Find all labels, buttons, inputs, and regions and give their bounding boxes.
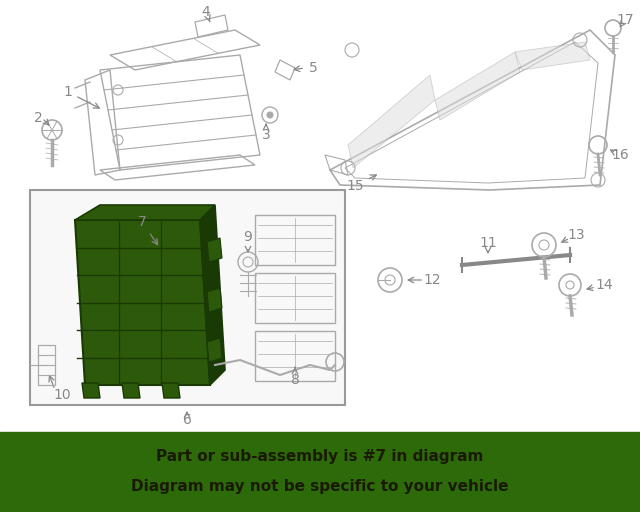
Circle shape — [267, 112, 273, 118]
Text: 6: 6 — [182, 413, 191, 427]
Text: 5: 5 — [308, 61, 317, 75]
Text: Diagram may not be specific to your vehicle: Diagram may not be specific to your vehi… — [131, 480, 509, 495]
Bar — [30, 190, 345, 405]
Text: 9: 9 — [244, 230, 252, 252]
Polygon shape — [515, 42, 590, 70]
Polygon shape — [348, 75, 435, 168]
Polygon shape — [200, 205, 225, 385]
Text: 4: 4 — [202, 5, 211, 22]
Polygon shape — [75, 205, 215, 220]
Bar — [255, 273, 335, 323]
Text: 13: 13 — [567, 228, 585, 242]
Text: 7: 7 — [138, 215, 157, 245]
Bar — [255, 331, 335, 381]
Polygon shape — [207, 338, 222, 362]
Polygon shape — [435, 52, 520, 120]
Text: 8: 8 — [291, 368, 300, 387]
Text: 12: 12 — [423, 273, 441, 287]
Text: 14: 14 — [595, 278, 613, 292]
Polygon shape — [207, 288, 222, 312]
Text: 17: 17 — [616, 13, 634, 27]
Text: 15: 15 — [346, 175, 376, 193]
Text: 1: 1 — [63, 85, 99, 108]
Polygon shape — [162, 383, 180, 398]
Text: 11: 11 — [479, 236, 497, 250]
Polygon shape — [75, 220, 210, 385]
Bar — [0, 432, 640, 512]
Polygon shape — [207, 238, 222, 262]
Bar — [255, 215, 335, 265]
Text: 16: 16 — [611, 148, 629, 162]
Polygon shape — [82, 383, 100, 398]
Text: Part or sub-assembly is #7 in diagram: Part or sub-assembly is #7 in diagram — [156, 450, 484, 464]
Text: 2: 2 — [34, 111, 42, 125]
Polygon shape — [122, 383, 140, 398]
Text: 10: 10 — [53, 388, 71, 402]
Text: 3: 3 — [262, 124, 270, 142]
